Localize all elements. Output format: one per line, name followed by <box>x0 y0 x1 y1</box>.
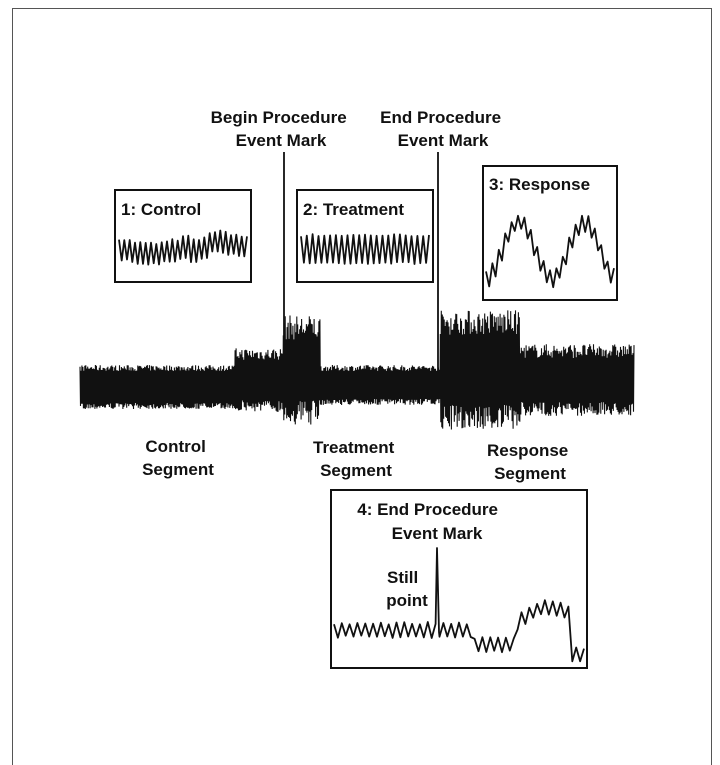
treatment-inset-title: 2: Treatment <box>303 200 404 219</box>
control-inset: 1: Control <box>114 189 252 283</box>
end-procedure-inset-trace <box>333 547 585 663</box>
response-inset: 3: Response <box>482 165 618 301</box>
end-mark-label: End Procedure Event Mark <box>380 108 506 150</box>
still-point-label: Still point <box>386 568 428 610</box>
response-inset-trace <box>485 214 615 289</box>
control-inset-title: 1: Control <box>121 200 201 219</box>
main-signal-trace <box>79 310 635 430</box>
begin-mark-label: Begin Procedure Event Mark <box>211 108 352 150</box>
treatment-segment-label: Treatment Segment <box>313 438 399 480</box>
end-procedure-inset-title: 4: End Procedure Event Mark <box>357 500 503 543</box>
treatment-inset-trace <box>300 233 430 265</box>
treatment-inset: 2: Treatment <box>296 189 434 283</box>
end-procedure-inset: 4: End Procedure Event Mark Still point <box>330 489 588 669</box>
control-segment-label: Control Segment <box>142 437 214 479</box>
control-inset-trace <box>118 229 248 266</box>
response-segment-label: Response Segment <box>487 441 573 483</box>
response-inset-title: 3: Response <box>489 175 590 194</box>
